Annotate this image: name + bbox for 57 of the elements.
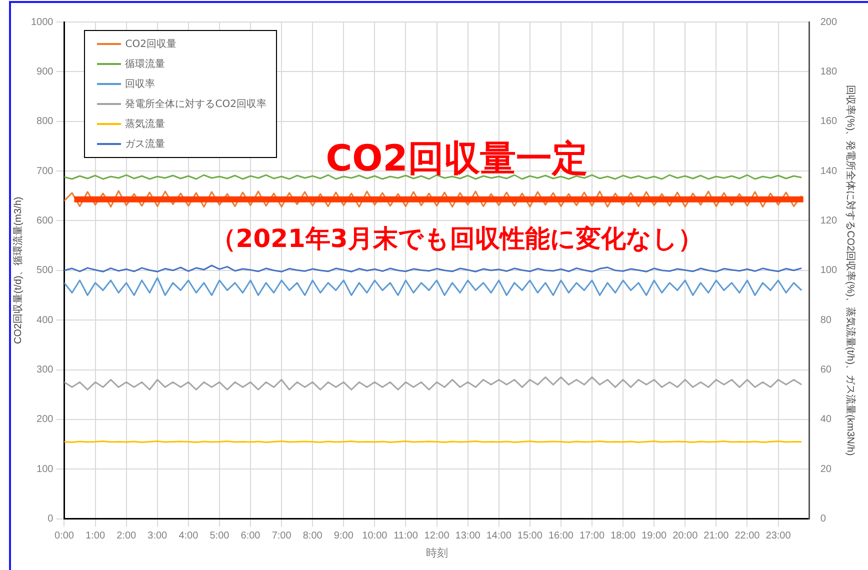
x-tick-label: 21:00: [704, 530, 730, 542]
legend-label: 発電所全体に対するCO2回収率: [125, 98, 266, 111]
x-tick-label: 20:00: [672, 530, 698, 542]
y2-tick-label: 140: [820, 166, 838, 177]
legend-label: CO2回収量: [125, 38, 176, 51]
x-tick-label: 16:00: [548, 530, 574, 542]
x-axis-title: 時刻: [426, 546, 448, 560]
legend-label: 回収率: [125, 78, 156, 91]
y-tick-label: 900: [36, 66, 54, 78]
legend-label: 蒸気流量: [125, 118, 166, 131]
y2-tick-label: 60: [820, 364, 832, 376]
x-tick-label: 23:00: [766, 530, 792, 542]
y-tick-label: 700: [36, 166, 54, 177]
x-tick-label: 7:00: [272, 530, 292, 542]
x-tick-label: 18:00: [610, 530, 636, 542]
x-tick-label: 9:00: [334, 530, 354, 542]
y2-tick-label: 0: [820, 514, 826, 525]
y2-tick-label: 20: [820, 464, 832, 475]
y2-tick-label: 200: [820, 16, 838, 28]
annotation: （2021年3月末でも回収性能に変化なし）: [210, 224, 703, 254]
y-axis-title: CO2回収量(t/d)、循環流量(m3/h): [12, 196, 24, 344]
y2-tick-label: 40: [820, 414, 832, 426]
x-tick-label: 8:00: [302, 530, 323, 542]
annotation: CO2回収量一定: [326, 138, 588, 180]
y-tick-label: 600: [36, 215, 54, 226]
x-tick-label: 6:00: [240, 530, 261, 542]
x-tick-label: 22:00: [734, 530, 760, 542]
x-tick-label: 13:00: [455, 530, 481, 542]
y2-tick-label: 120: [820, 215, 838, 226]
x-tick-label: 10:00: [362, 530, 388, 542]
x-tick-label: 2:00: [116, 530, 136, 542]
y2-tick-label: 100: [820, 265, 838, 276]
y-tick-label: 1000: [30, 16, 54, 28]
x-tick-label: 11:00: [394, 530, 418, 542]
y-tick-label: 500: [36, 265, 54, 276]
y-tick-label: 200: [36, 414, 54, 426]
y-tick-label: 300: [36, 364, 54, 376]
y2-tick-label: 160: [820, 116, 838, 128]
y-tick-label: 100: [36, 464, 54, 475]
y-tick-label: 800: [36, 116, 54, 128]
y-tick-label: 0: [48, 514, 54, 525]
legend-label: ガス流量: [125, 138, 166, 151]
x-tick-label: 0:00: [54, 530, 74, 542]
x-tick-label: 17:00: [579, 530, 605, 542]
x-tick-label: 14:00: [486, 530, 512, 542]
x-tick-label: 1:00: [86, 530, 106, 542]
y2-axis-title: 回収率(%)、発電所全体に対するCO2回収率(%)、蒸気流量(t/h)、ガス流量(km3N/h): [844, 85, 856, 456]
y2-tick-label: 180: [820, 66, 838, 78]
x-tick-label: 12:00: [424, 530, 450, 542]
x-tick-label: 19:00: [642, 530, 668, 542]
x-tick-label: 4:00: [178, 530, 199, 542]
x-tick-label: 3:00: [148, 530, 168, 542]
x-tick-label: 15:00: [517, 530, 543, 542]
y2-tick-label: 80: [820, 314, 832, 326]
y-tick-label: 400: [36, 314, 54, 326]
x-tick-label: 5:00: [210, 530, 230, 542]
legend-label: 循環流量: [125, 58, 166, 71]
